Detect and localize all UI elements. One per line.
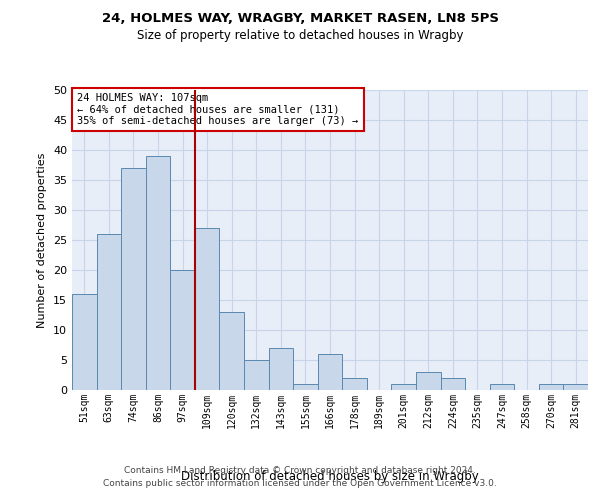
Bar	[244, 360, 269, 390]
Text: Size of property relative to detached houses in Wragby: Size of property relative to detached ho…	[137, 29, 463, 42]
Bar	[146, 156, 170, 390]
Bar	[220, 312, 244, 390]
Bar	[563, 384, 588, 390]
Bar	[195, 228, 220, 390]
Bar	[342, 378, 367, 390]
Bar	[269, 348, 293, 390]
Text: Contains HM Land Registry data © Crown copyright and database right 2024.
Contai: Contains HM Land Registry data © Crown c…	[103, 466, 497, 487]
Bar	[490, 384, 514, 390]
Bar	[440, 378, 465, 390]
Bar	[539, 384, 563, 390]
Text: 24 HOLMES WAY: 107sqm
← 64% of detached houses are smaller (131)
35% of semi-det: 24 HOLMES WAY: 107sqm ← 64% of detached …	[77, 93, 358, 126]
X-axis label: Distribution of detached houses by size in Wragby: Distribution of detached houses by size …	[181, 470, 479, 482]
Bar	[121, 168, 146, 390]
Text: 24, HOLMES WAY, WRAGBY, MARKET RASEN, LN8 5PS: 24, HOLMES WAY, WRAGBY, MARKET RASEN, LN…	[101, 12, 499, 26]
Bar	[318, 354, 342, 390]
Bar	[72, 294, 97, 390]
Bar	[416, 372, 440, 390]
Y-axis label: Number of detached properties: Number of detached properties	[37, 152, 47, 328]
Bar	[97, 234, 121, 390]
Bar	[391, 384, 416, 390]
Bar	[170, 270, 195, 390]
Bar	[293, 384, 318, 390]
